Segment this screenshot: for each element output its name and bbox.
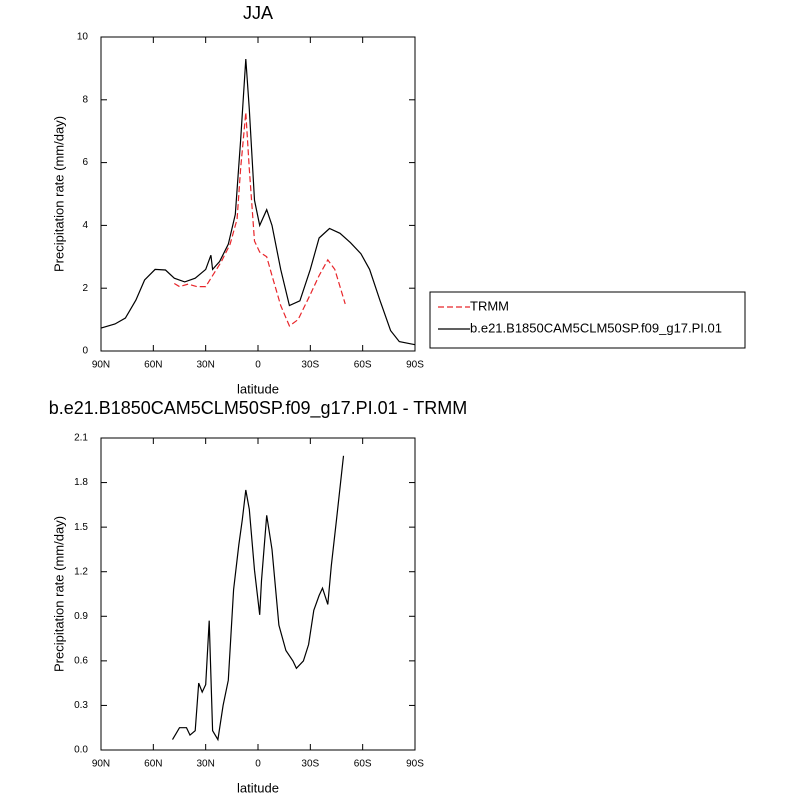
x-tick-label: 30N (196, 759, 214, 770)
x-tick-label: 0 (255, 759, 261, 770)
x-tick-label: 30S (301, 360, 319, 371)
y-tick-label: 0.6 (74, 655, 88, 666)
chart-title: b.e21.B1850CAM5CLM50SP.f09_g17.PI.01 - T… (49, 398, 468, 419)
legend-label: TRMM (470, 298, 509, 313)
plot-frame (100, 36, 416, 352)
x-tick-label: 60N (144, 759, 162, 770)
chart-title: JJA (243, 3, 273, 23)
y-tick-label: 8 (82, 94, 88, 105)
y-axis-label: Precipitation rate (mm/day) (51, 516, 66, 672)
data-line (171, 455, 345, 742)
data-line (100, 58, 416, 346)
y-tick-label: 0.3 (74, 700, 88, 711)
x-tick-label: 30S (301, 759, 319, 770)
x-tick-label: 90S (406, 759, 424, 770)
x-tick-label: 60S (354, 360, 372, 371)
y-tick-label: 1.2 (74, 566, 88, 577)
x-tick-label: 60N (144, 360, 162, 371)
y-axis-label: Precipitation rate (mm/day) (51, 116, 66, 272)
y-tick-label: 10 (77, 32, 89, 43)
y-tick-label: 1.5 (74, 522, 88, 533)
y-tick-label: 4 (82, 220, 88, 231)
x-tick-label: 30N (196, 360, 214, 371)
x-tick-label: 60S (354, 759, 372, 770)
y-tick-label: 2 (82, 283, 88, 294)
y-tick-label: 0.9 (74, 611, 88, 622)
plot-frame (100, 437, 416, 751)
legend-label: b.e21.B1850CAM5CLM50SP.f09_g17.PI.01 (470, 320, 722, 335)
y-tick-label: 0 (82, 346, 88, 357)
x-axis-label: latitude (237, 780, 279, 795)
y-tick-label: 2.1 (74, 433, 88, 444)
x-tick-label: 90S (406, 360, 424, 371)
x-axis-label: latitude (237, 381, 279, 396)
y-tick-label: 0.0 (74, 745, 88, 756)
x-tick-label: 0 (255, 360, 261, 371)
x-tick-label: 90N (92, 759, 110, 770)
y-tick-label: 1.8 (74, 477, 88, 488)
legend-box (429, 291, 746, 349)
data-line (173, 112, 346, 327)
x-tick-label: 90N (92, 360, 110, 371)
y-tick-label: 6 (82, 157, 88, 168)
